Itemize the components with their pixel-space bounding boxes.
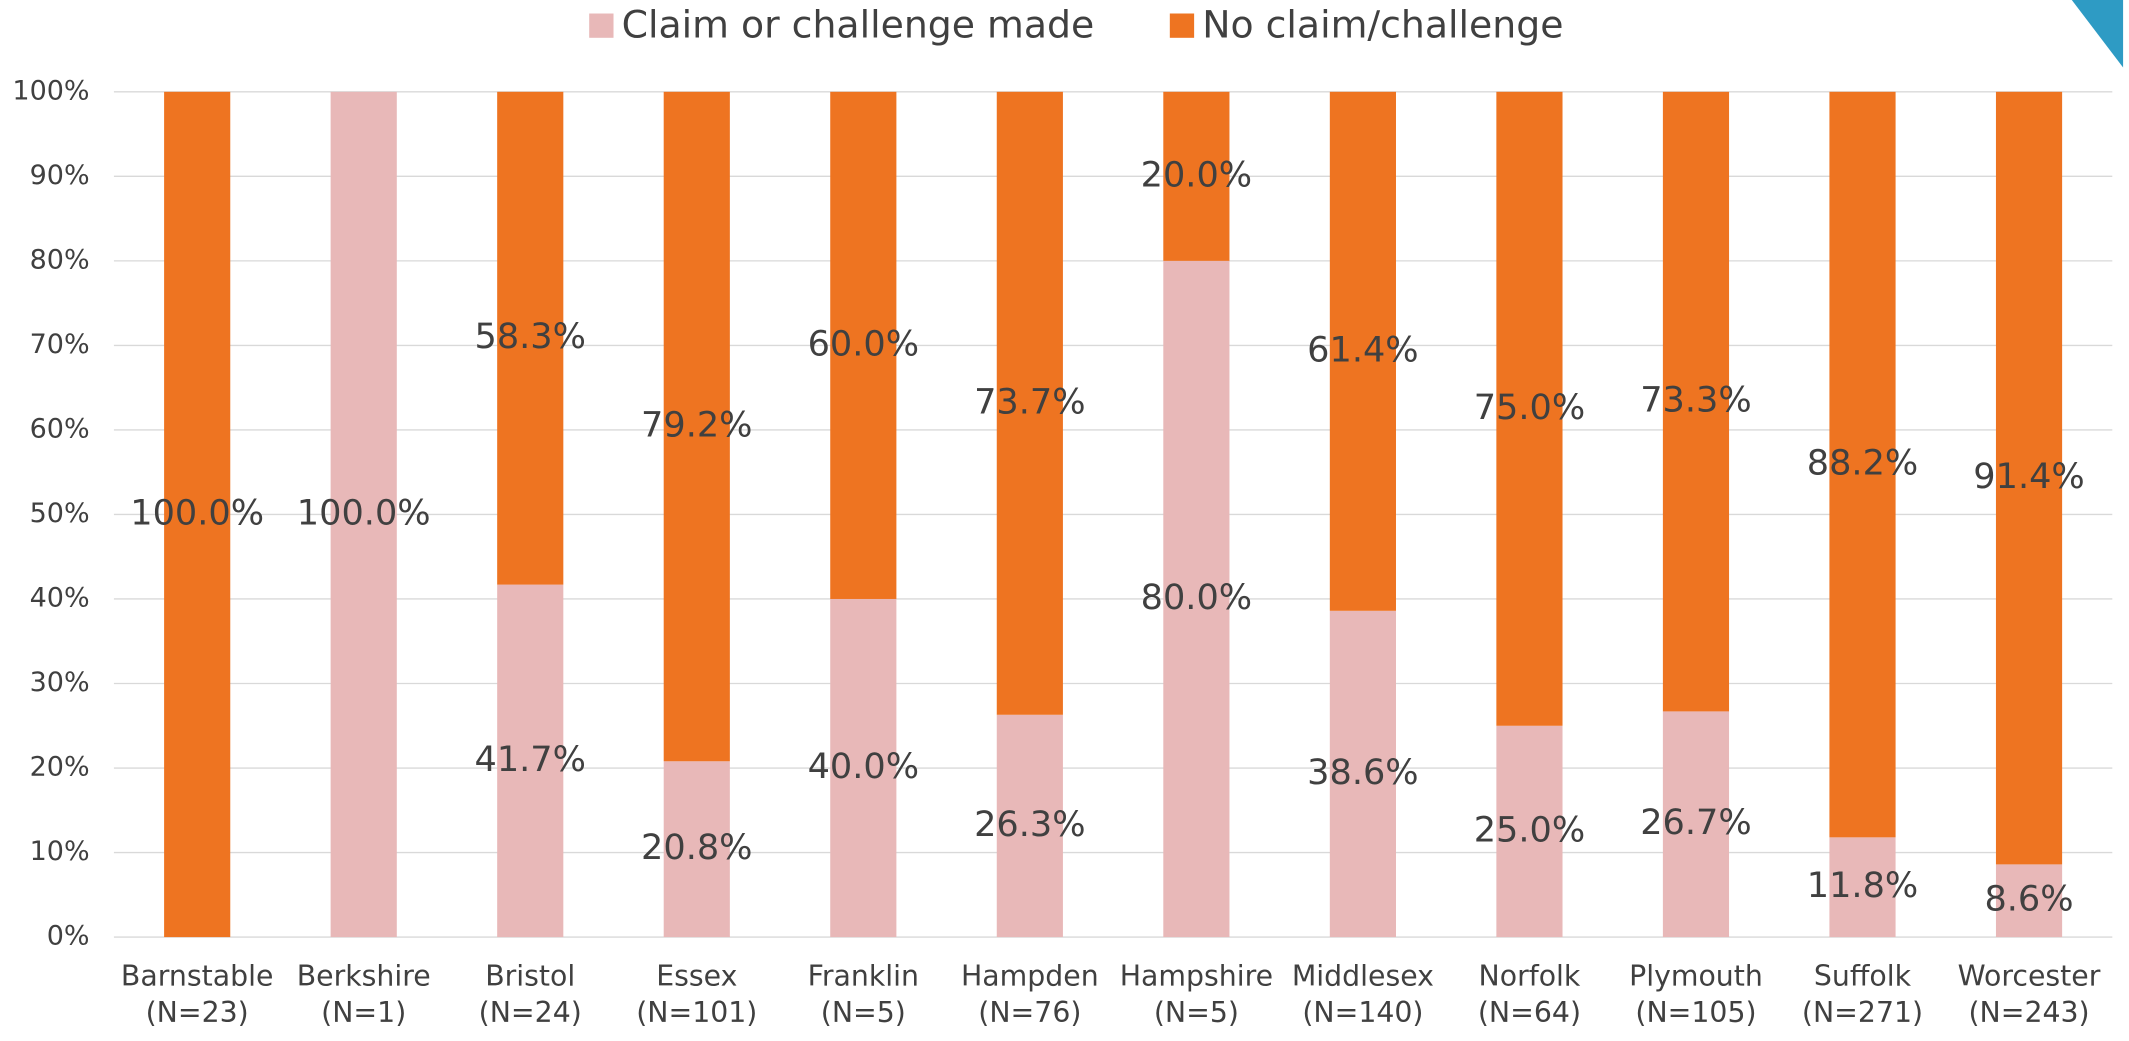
legend-swatch [1169, 13, 1195, 38]
y-tick-label: 100% [12, 75, 89, 106]
bar-segment [497, 91, 564, 585]
data-label: 80.0% [1141, 577, 1252, 618]
x-tick-label: (N=101) [636, 996, 757, 1029]
x-tick-label: Berkshire [297, 960, 431, 993]
legend-label: Claim or challenge made [622, 3, 1095, 47]
bar-segment [1496, 91, 1563, 726]
bar-segment [1163, 91, 1230, 261]
bar-segment [1329, 610, 1396, 938]
bar-segment [663, 761, 730, 938]
x-tick-label: Plymouth [1629, 960, 1763, 993]
x-tick-label: (N=5) [1154, 996, 1239, 1029]
bar-segment [830, 598, 897, 938]
bar-segment [1329, 91, 1396, 611]
legend-swatch [589, 13, 614, 38]
x-tick-label: Worcester [1958, 960, 2101, 993]
bar-segment [497, 584, 564, 938]
bar-segment [1662, 711, 1730, 938]
x-tick-label: (N=64) [1478, 996, 1581, 1029]
x-tick-label: (N=23) [146, 996, 249, 1029]
data-label: 61.4% [1307, 329, 1418, 370]
data-label: 75.0% [1474, 387, 1585, 428]
x-tick-label: Norfolk [1479, 960, 1581, 993]
data-label: 26.3% [974, 804, 1085, 845]
bar-segment [996, 91, 1063, 715]
y-tick-label: 80% [30, 244, 90, 275]
bar-segment [1662, 91, 1730, 712]
x-tick-label: Middlesex [1292, 960, 1434, 993]
bar-segment [1496, 725, 1563, 938]
data-label: 40.0% [808, 746, 919, 787]
x-tick-label: Bristol [485, 960, 575, 993]
bar-segment [164, 91, 231, 938]
x-tick-label: (N=24) [479, 996, 582, 1029]
data-label: 41.7% [475, 739, 586, 780]
legend-label: No claim/challenge [1202, 3, 1563, 47]
y-tick-label: 70% [30, 329, 90, 360]
x-tick-label: Barnstable [121, 960, 274, 993]
y-tick-label: 10% [30, 836, 90, 867]
y-tick-label: 40% [30, 582, 90, 613]
bar-segment [1829, 91, 1896, 838]
x-tick-label: Franklin [808, 960, 919, 993]
x-tick-label: Suffolk [1814, 960, 1912, 993]
bar-segment [1995, 864, 2063, 938]
data-label: 73.3% [1640, 380, 1751, 421]
bar-segment [330, 91, 397, 938]
data-label: 88.2% [1807, 443, 1918, 484]
decoration [2071, 0, 2124, 68]
data-label: 91.4% [1973, 456, 2084, 497]
data-label: 38.6% [1307, 752, 1418, 793]
x-tick-label: (N=105) [1635, 996, 1756, 1029]
data-label: 60.0% [808, 323, 919, 364]
bar-segment [996, 714, 1063, 938]
bar-segment [663, 91, 730, 762]
x-tick-label: (N=271) [1802, 996, 1923, 1029]
y-tick-label: 30% [30, 667, 90, 698]
y-tick-label: 0% [47, 921, 90, 952]
x-tick-label: (N=76) [978, 996, 1081, 1029]
x-tick-label: (N=243) [1968, 996, 2089, 1029]
data-label: 79.2% [641, 405, 752, 446]
y-tick-label: 20% [30, 752, 90, 783]
bar-segment [1995, 91, 2063, 865]
data-label: 73.7% [974, 381, 1085, 422]
x-tick-label: Essex [656, 960, 737, 993]
data-label: 11.8% [1807, 865, 1918, 906]
y-tick-label: 90% [30, 160, 90, 191]
data-label: 20.8% [641, 827, 752, 868]
data-label: 58.3% [475, 316, 586, 357]
y-tick-label: 60% [30, 413, 90, 444]
x-tick-label: (N=1) [321, 996, 406, 1029]
data-label: 100.0% [297, 492, 431, 533]
bar-segment [830, 91, 897, 599]
x-tick-label: (N=140) [1302, 996, 1423, 1029]
y-tick-label: 50% [30, 498, 90, 529]
bar-segment [1163, 260, 1230, 938]
x-tick-label: Hampden [961, 960, 1099, 993]
x-tick-label: (N=5) [821, 996, 906, 1029]
data-label: 26.7% [1640, 802, 1751, 843]
x-tick-label: Hampshire [1120, 960, 1273, 993]
data-label: 20.0% [1141, 154, 1252, 195]
data-label: 100.0% [130, 492, 264, 533]
data-label: 8.6% [1984, 879, 2073, 920]
data-label: 25.0% [1474, 809, 1585, 850]
bar-segment [1829, 837, 1896, 938]
